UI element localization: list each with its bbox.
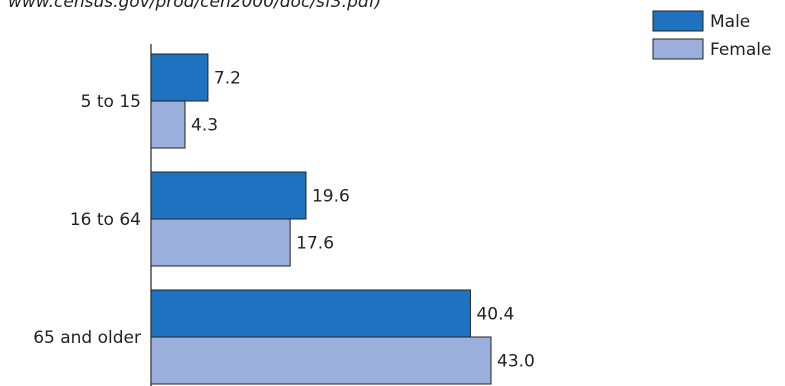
bar-female-65-and-older — [150, 336, 492, 385]
value-label-female-16-to-64: 17.6 — [296, 234, 334, 254]
value-label-male-5-to-15: 7.2 — [214, 69, 241, 89]
bars-group — [150, 53, 492, 385]
category-label-5-to-15: 5 to 15 — [81, 92, 141, 112]
bar-male-65-and-older — [150, 289, 471, 338]
value-label-female-5-to-15: 4.3 — [191, 116, 218, 136]
bar-female-5-to-15 — [150, 100, 186, 149]
value-label-female-65-and-older: 43.0 — [497, 352, 535, 372]
source-citation: www.census.gov/prod/cen2000/doc/sf3.pdf) — [8, 0, 382, 12]
legend-swatch-male — [652, 10, 704, 32]
value-label-male-16-to-64: 19.6 — [312, 187, 350, 207]
value-label-male-65-and-older: 40.4 — [476, 305, 514, 325]
bar-female-16-to-64 — [150, 218, 291, 267]
labels-group: 5 to 15 7.2 4.3 16 to 64 19.6 17.6 65 and olde… — [33, 69, 535, 372]
category-label-16-to-64: 16 to 64 — [70, 210, 141, 230]
bar-male-16-to-64 — [150, 171, 307, 220]
legend-swatch-female — [652, 38, 704, 60]
bar-male-5-to-15 — [150, 53, 209, 102]
legend: Male Female — [652, 10, 771, 60]
legend-label-male: Male — [710, 12, 750, 32]
category-label-65-and-older: 65 and older — [33, 328, 141, 348]
legend-label-female: Female — [710, 40, 771, 60]
